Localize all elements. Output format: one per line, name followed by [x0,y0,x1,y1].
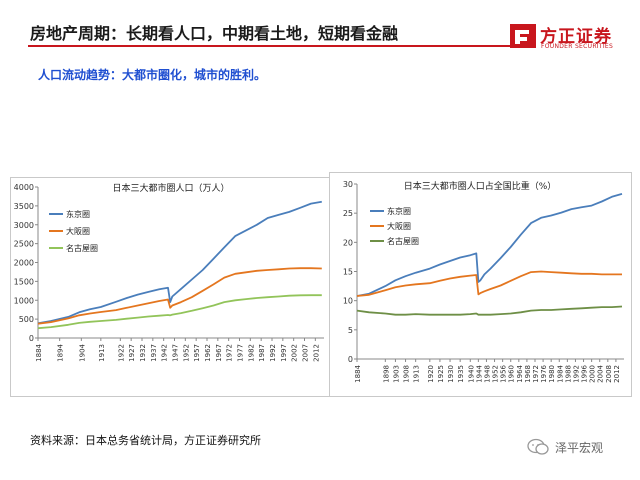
chart2-legend-label-2: 名古屋圈 [387,236,419,246]
chart1-x-tick-label: 1904 [78,343,86,361]
chart1-x-tick-label: 1932 [139,344,147,362]
chart1-y-tick-label: 500 [19,315,34,324]
chart2-y-tick-label: 10 [343,297,353,306]
chart2-x-tick-label: 1903 [392,365,400,383]
chart2-x-tick-label: 1980 [548,365,556,383]
chart1-x-tick-label: 1942 [161,344,169,362]
chart2-x-tick-label: 1964 [516,364,524,382]
chart-metro-population-svg: 0 500 1000 1500 2000 2500 3000 3500 4000 1884 1894… [14,182,324,362]
chart1-legend-label-1: 大阪圈 [66,226,90,236]
chart2-x-tick-label: 1972 [532,365,540,383]
chart1-series-line-0 [37,200,322,325]
chart1-y-tick-label: 2000 [14,259,34,268]
chart2-series-line-1 [356,270,622,297]
chart1-x-tick-label: 1962 [204,344,212,362]
chart1-x-tick-label: 1982 [247,344,255,362]
page-title: 房地产周期：长期看人口，中期看土地，短期看金融 [30,24,399,43]
chart2-x-tick-label: 1988 [564,365,572,383]
chart2-x-tick-label: 1940 [467,365,475,383]
chart1-x-tick-label: 1997 [280,344,288,362]
chart1-y-tick-label: 0 [29,334,34,343]
chart1-x-tick-label: 1992 [269,344,277,362]
chart2-legend-label-1: 大阪圈 [387,221,411,231]
chart2-x-tick-label: 1976 [540,364,548,382]
chart1-y-tick-label: 3000 [14,221,34,230]
chart1-x-tick-label: 1947 [172,344,180,362]
chart2-x-tick-label: 2012 [613,365,621,383]
chart2-x-tick-label: 1930 [447,365,455,383]
chart1-title: 日本三大都市圈人口（万人） [112,182,229,194]
chart1-legend-label-0: 东京圈 [66,209,90,219]
chart2-x-tick-label: 1952 [492,365,500,383]
title-underline [28,45,512,47]
chart1-x-tick-label: 1987 [258,344,266,362]
chart2-x-tick-label: 1992 [572,365,580,383]
chart2-x-tick-label: 1898 [382,365,390,383]
chart2-title: 日本三大都市圈人口占全国比重（%） [404,180,557,192]
chart1-x-tick-label: 2012 [312,344,320,362]
chart2-x-tick-label: 1920 [427,365,435,383]
chart1-y-tick-label: 2500 [14,240,34,249]
chart2-x-tick-label: 1968 [524,365,532,383]
wechat-account-name: 泽平宏观 [555,441,604,455]
chart-metro-share-svg: 0 5 10 15 20 25 30 1884 1898 1903 1908 1913 1920 1925… [343,180,624,383]
chart2-y-tick-label: 30 [343,180,353,189]
chart1-x-tick-label: 1927 [128,344,136,362]
chart2-legend-label-0: 东京圈 [387,206,411,216]
logo-name-en: FOUNDER SECURITIES [541,43,614,50]
chart1-x-tick-label: 1952 [182,344,190,362]
section-subtitle: 人口流动趋势：大都市圈化，城市的胜利。 [38,68,267,82]
chart2-x-tick-label: 2000 [589,365,597,383]
wechat-watermark: 泽平宏观 [527,438,637,458]
chart2-series-line-2 [356,305,623,316]
chart2-x-tick-label: 1884 [354,364,362,382]
chart2-x-tick-label: 1944 [475,364,483,382]
chart1-x-tick-label: 1967 [215,344,223,362]
chart1-x-tick-label: 2002 [291,344,299,362]
chart1-y-tick-label: 4000 [14,183,34,192]
chart2-x-tick-label: 1948 [483,365,491,383]
chart1-y-tick-label: 1500 [14,277,34,286]
chart1-y-tick-label: 1000 [14,296,34,305]
chart1-x-tick-label: 1922 [117,344,125,362]
logo-name-cn: 方正证券 [540,27,612,47]
chart2-x-tick-label: 1935 [457,365,465,383]
chart2-y-tick-label: 15 [343,268,353,277]
source-note: 资料来源：日本总务省统计局，方正证券研究所 [30,434,261,447]
chart1-x-tick-label: 1894 [57,343,65,361]
chart2-x-tick-label: 1960 [508,365,516,383]
chart-metro-population: 0 500 1000 1500 2000 2500 3000 3500 4000 1884 1894… [10,177,330,397]
chart2-x-tick-label: 2008 [605,365,613,383]
chart1-x-tick-label: 1913 [98,344,106,362]
company-logo: 方正证券 FOUNDER SECURITIES [510,20,630,56]
founder-logo-icon [510,24,536,48]
chart2-y-tick-label: 0 [348,355,353,364]
chart2-y-tick-label: 20 [343,238,353,247]
chart2-series-line-0 [356,193,623,297]
chart1-x-tick-label: 1957 [193,344,201,362]
chart2-x-tick-label: 1956 [500,364,508,382]
chart1-series-line-1 [37,267,322,325]
chart2-x-tick-label: 2004 [597,364,605,382]
chart1-x-tick-label: 1884 [35,343,43,361]
chart2-y-tick-label: 25 [343,209,353,218]
chart2-x-tick-label: 1984 [556,364,564,382]
chart2-x-tick-label: 1913 [413,365,421,383]
chart1-x-tick-label: 1977 [237,344,245,362]
chart2-x-tick-label: 1996 [581,364,589,382]
chart1-x-tick-label: 1937 [150,344,158,362]
chart1-series-line-2 [37,294,322,330]
chart1-x-tick-label: 2007 [302,344,310,362]
chart-metro-share: 0 5 10 15 20 25 30 1884 1898 1903 1908 1913 1920 1925… [329,172,632,397]
chart2-x-tick-label: 1908 [403,365,411,383]
chart2-y-tick-label: 5 [348,326,353,335]
wechat-icon [527,438,549,455]
chart1-legend-label-2: 名古屋圈 [66,243,98,253]
chart1-y-tick-label: 3500 [14,202,34,211]
chart1-x-tick-label: 1972 [226,344,234,362]
chart2-x-tick-label: 1925 [437,365,445,383]
